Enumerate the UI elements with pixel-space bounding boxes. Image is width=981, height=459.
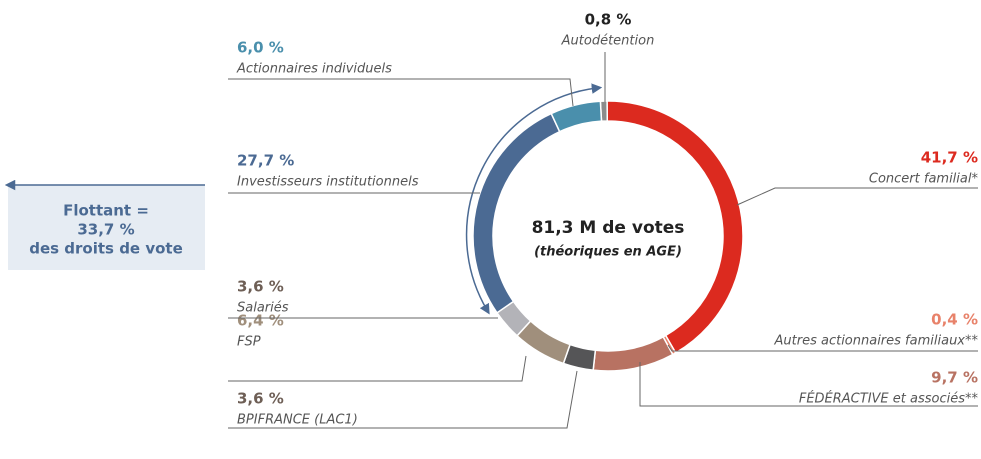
center-title: 81,3 M de votes <box>532 218 685 238</box>
center-subtitle: (théoriques en AGE) <box>534 245 682 260</box>
category-label: Concert familial* <box>869 172 979 187</box>
float-text: des droits de vote <box>29 240 183 258</box>
value-label: 3,6 % <box>237 390 284 408</box>
category-label: FSP <box>237 335 261 350</box>
category-label: BPIFRANCE (LAC1) <box>237 413 358 428</box>
donut-slice <box>592 335 674 372</box>
value-label: 41,7 % <box>921 149 978 167</box>
leader-line <box>736 187 978 206</box>
float-arc <box>465 83 603 315</box>
category-label: Investisseurs institutionnels <box>237 175 419 190</box>
leader-line <box>228 370 578 429</box>
category-label: Actionnaires individuels <box>236 62 392 77</box>
value-label: 0,4 % <box>931 311 978 329</box>
category-label: Autodétention <box>561 34 655 49</box>
value-label: 0,8 % <box>585 11 632 29</box>
value-label: 9,7 % <box>931 369 978 387</box>
float-text: Flottant = <box>63 202 149 220</box>
category-label: FÉDÉRACTIVE et associés** <box>799 391 979 407</box>
value-label: 27,7 % <box>237 152 294 170</box>
float-box <box>8 185 205 270</box>
leader-line <box>639 362 978 407</box>
leader-line <box>228 355 527 382</box>
donut-slice <box>550 100 603 133</box>
value-label: 3,6 % <box>237 278 284 296</box>
category-label: Autres actionnaires familiaux** <box>774 334 979 349</box>
leader-line <box>228 78 574 107</box>
leader-line <box>667 344 978 352</box>
value-label: 6,4 % <box>237 312 284 330</box>
float-text: 33,7 % <box>77 221 134 239</box>
category-label: Salariés <box>237 301 289 316</box>
donut-slice <box>472 112 561 314</box>
value-label: 6,0 % <box>237 39 284 57</box>
